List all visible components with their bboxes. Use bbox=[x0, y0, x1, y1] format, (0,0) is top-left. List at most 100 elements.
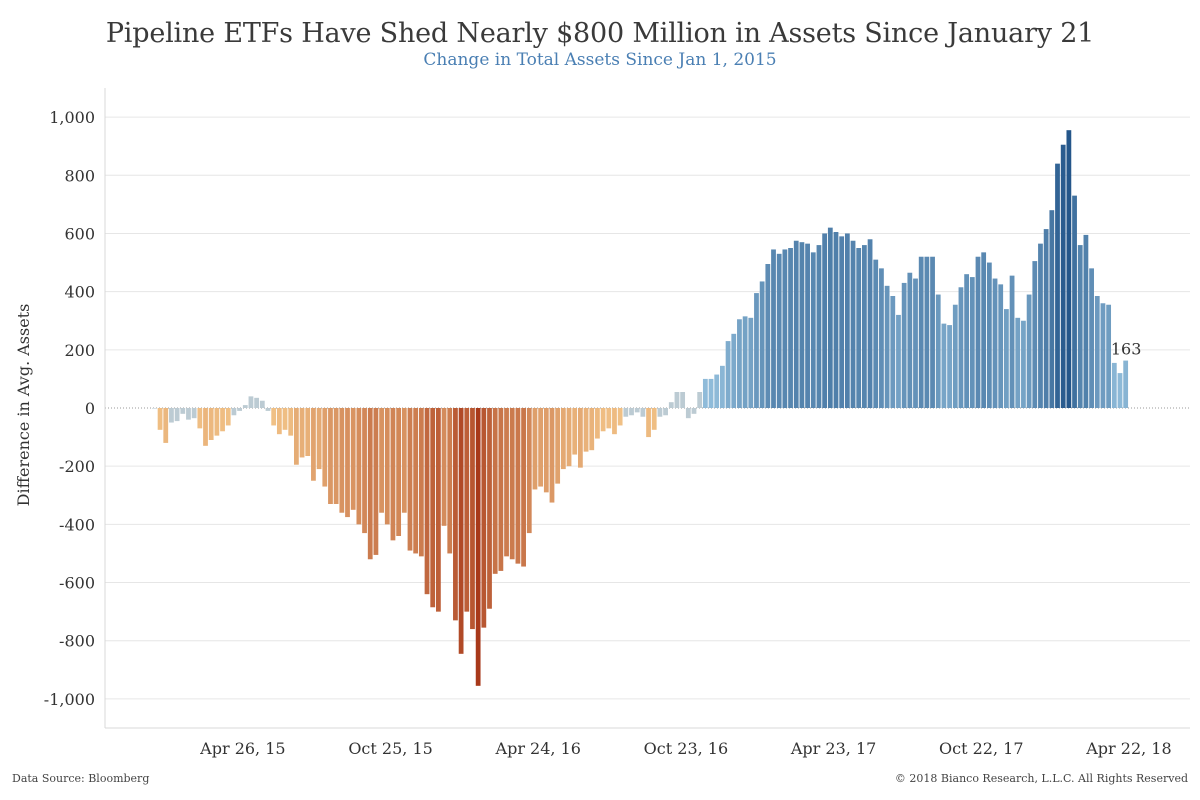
bar bbox=[453, 408, 458, 621]
bar bbox=[1106, 304, 1112, 408]
bar bbox=[430, 408, 436, 608]
bar bbox=[952, 304, 958, 408]
bar bbox=[862, 245, 867, 408]
bar bbox=[612, 408, 617, 435]
bar bbox=[731, 333, 737, 408]
bar bbox=[793, 240, 799, 408]
bar bbox=[396, 408, 402, 536]
y-tick-label: 1,000 bbox=[49, 108, 95, 127]
bar bbox=[549, 408, 555, 503]
bar bbox=[634, 408, 640, 413]
bar bbox=[248, 396, 254, 408]
bar bbox=[737, 319, 742, 408]
bar bbox=[822, 233, 828, 408]
bar bbox=[316, 408, 322, 470]
bar bbox=[282, 408, 288, 430]
bar bbox=[1123, 360, 1129, 408]
chart-subtitle: Change in Total Assets Since Jan 1, 2015 bbox=[423, 50, 777, 70]
bar bbox=[623, 408, 629, 417]
bar bbox=[1111, 362, 1117, 408]
bars bbox=[152, 130, 1129, 686]
bar bbox=[725, 341, 731, 408]
bar bbox=[941, 323, 947, 408]
bar bbox=[935, 294, 941, 408]
bar bbox=[220, 408, 225, 432]
bar bbox=[1060, 144, 1066, 409]
bar bbox=[203, 408, 208, 446]
bar bbox=[384, 408, 390, 525]
bar bbox=[1026, 294, 1032, 408]
bar bbox=[720, 365, 725, 408]
bar bbox=[305, 408, 311, 456]
bar bbox=[1089, 268, 1094, 408]
bar bbox=[350, 408, 356, 510]
bar bbox=[890, 296, 896, 408]
bar bbox=[1021, 320, 1026, 408]
bar bbox=[345, 408, 350, 518]
bar bbox=[754, 293, 759, 408]
bar bbox=[1094, 296, 1100, 408]
bar bbox=[714, 374, 720, 408]
bar bbox=[231, 408, 237, 416]
last-value-label: 163 bbox=[1111, 340, 1142, 359]
bar bbox=[771, 249, 776, 408]
bar bbox=[373, 408, 379, 555]
bar bbox=[526, 408, 532, 534]
x-tick-label: Oct 23, 16 bbox=[644, 739, 728, 758]
bar bbox=[680, 392, 686, 408]
bar bbox=[896, 314, 901, 408]
copyright: © 2018 Bianco Research, L.L.C. All Right… bbox=[894, 772, 1188, 785]
bar bbox=[992, 278, 998, 408]
bar bbox=[174, 408, 180, 422]
bar bbox=[225, 408, 231, 426]
bar bbox=[390, 408, 396, 541]
x-axis: Apr 26, 15 Oct 25, 15 Apr 24, 16 Oct 23, 16… bbox=[105, 727, 1190, 758]
bar bbox=[543, 408, 549, 493]
y-tick-label: -600 bbox=[59, 574, 95, 593]
bar bbox=[566, 408, 572, 467]
bar bbox=[515, 408, 521, 564]
bar bbox=[595, 408, 600, 439]
bar bbox=[424, 408, 430, 595]
bar bbox=[299, 408, 305, 458]
bar bbox=[1077, 245, 1083, 408]
bar bbox=[850, 240, 856, 408]
bar bbox=[879, 268, 884, 408]
bar bbox=[169, 408, 174, 423]
bar bbox=[186, 408, 191, 420]
bar bbox=[458, 408, 464, 654]
bar bbox=[242, 405, 248, 408]
bar bbox=[873, 259, 879, 408]
y-axis-title: Difference in Avg. Assets bbox=[14, 304, 33, 507]
bar bbox=[765, 264, 771, 408]
bar bbox=[265, 408, 271, 411]
bar bbox=[1049, 210, 1055, 408]
bar bbox=[191, 408, 197, 419]
bar bbox=[259, 400, 265, 408]
x-tick-label: Apr 24, 16 bbox=[495, 739, 581, 758]
bar bbox=[782, 249, 788, 408]
y-axis: 1,000 800 600 400 200 0 -200 -400 -600 -800 -1,000 bbox=[44, 88, 106, 728]
bar bbox=[407, 408, 413, 551]
bar bbox=[663, 408, 668, 416]
bar bbox=[1043, 229, 1049, 408]
x-tick-label: Apr 22, 18 bbox=[1085, 739, 1171, 758]
y-tick-label: 400 bbox=[64, 283, 95, 302]
bar bbox=[742, 316, 748, 408]
bar bbox=[441, 408, 447, 526]
bar bbox=[600, 408, 606, 432]
x-tick-label: Oct 25, 15 bbox=[348, 739, 432, 758]
y-tick-label: 0 bbox=[85, 399, 95, 418]
y-tick-label: -200 bbox=[59, 457, 95, 476]
bar bbox=[538, 408, 544, 487]
y-tick-label: -400 bbox=[59, 515, 95, 534]
bar bbox=[504, 408, 509, 557]
x-tick-label: Oct 22, 17 bbox=[939, 739, 1023, 758]
bar bbox=[759, 281, 765, 408]
bar bbox=[1015, 317, 1021, 408]
bar bbox=[924, 256, 930, 408]
bar bbox=[498, 408, 504, 571]
bar bbox=[1072, 195, 1077, 408]
bar bbox=[969, 277, 975, 408]
